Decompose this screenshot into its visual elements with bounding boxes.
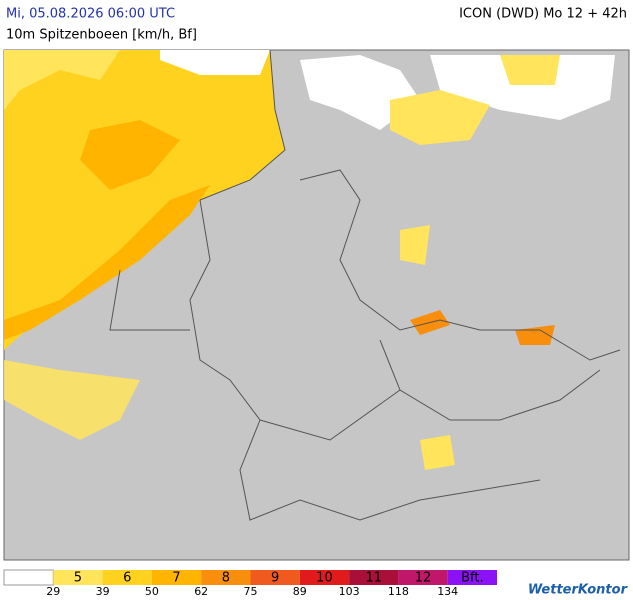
legend-class-label: 7 [172,571,180,586]
legend-threshold: 118 [388,585,409,598]
legend-class-label: 10 [316,571,333,586]
gust-area [80,120,180,190]
legend-box [3,569,54,586]
legend-threshold: 103 [339,585,360,598]
map [3,49,630,561]
legend-threshold: 89 [293,585,307,598]
legend-box [447,570,497,585]
legend-class-label: 5 [74,571,82,586]
calm-area [430,55,615,120]
legend-box [201,570,251,585]
legend-threshold: 29 [46,585,60,598]
legend-box [102,570,152,585]
model-run: ICON (DWD) Mo 12 + 42h [459,7,627,22]
legend-box [398,570,448,585]
gust-area [390,90,490,145]
legend-threshold: 75 [244,585,258,598]
legend-threshold: 50 [145,585,159,598]
legend-threshold: 39 [96,585,110,598]
legend-threshold: 134 [437,585,458,598]
legend-class-label: Bft. [461,571,484,586]
gust-area [4,185,210,340]
gust-area [420,435,455,470]
legend-box [151,570,202,585]
legend-box [299,570,350,585]
datetime: Mi, 05.08.2026 06:00 UTC [6,7,175,22]
legend: 5 6 7 8 9 10 11 12 Bft.29 39 50 62 75 89 103 118 134 [3,569,497,598]
legend-box [53,570,103,585]
gust-area [500,55,560,85]
legend-box [349,570,399,585]
gust-area [400,225,430,265]
gust-area [4,360,140,440]
gust-area [4,50,120,110]
parameter: 10m Spitzenboeen [km/h, Bf] [6,28,197,43]
logo: WetterKontor [528,583,629,598]
legend-class-label: 8 [222,571,230,586]
legend-class-label: 9 [271,571,279,586]
legend-class-label: 11 [365,571,382,586]
borders [109,49,621,521]
legend-threshold: 62 [194,585,208,598]
legend-box [250,570,300,585]
legend-class-label: 6 [123,571,131,586]
calm-area [160,50,270,75]
gust-area [410,310,555,345]
gust-area [4,50,285,350]
legend-class-label: 12 [415,571,432,586]
